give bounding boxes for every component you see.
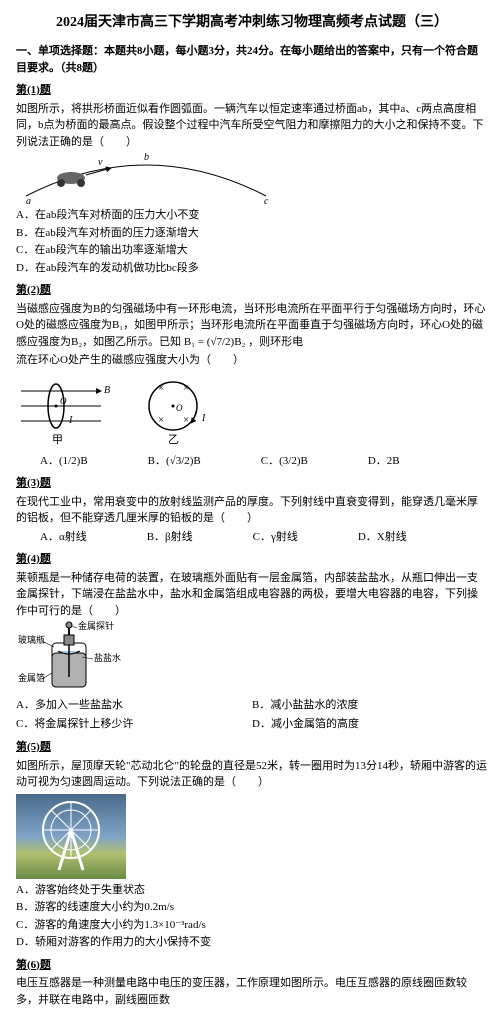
q2-figures: B O I 甲 O × × × × I 乙 — [16, 371, 488, 451]
svg-text:I: I — [68, 415, 73, 426]
svg-text:金属箔: 金属箔 — [18, 672, 45, 683]
svg-text:O: O — [60, 396, 67, 406]
svg-text:c: c — [264, 196, 269, 206]
q2-opt-b: B．(√3/2)B — [148, 453, 201, 470]
q3-opt-d: D．X射线 — [358, 529, 407, 546]
svg-text:玻璃瓶: 玻璃瓶 — [18, 634, 45, 645]
q6-stem: 电压互感器是一种测量电路中电压的变压器，工作原理如图所示。电压互感器的原线圈匝数… — [16, 975, 488, 1008]
svg-text:甲: 甲 — [52, 434, 63, 446]
svg-text:盐盐水: 盐盐水 — [94, 652, 121, 663]
q5-opt-c: C．游客的角速度大小约为1.3×10⁻³rad/s — [16, 917, 488, 934]
section-head: 一、单项选择题：本题共8小题，每小题3分，共24分。在每小题给出的答案中，只有一… — [16, 43, 488, 76]
q2-opt-c: C．(3/2)B — [261, 453, 308, 470]
q1-num: 第(1)题 — [16, 82, 488, 99]
q4-stem: 莱顿瓶是一种储存电荷的装置，在玻璃瓶外面贴有一层金属箔，内部装盐盐水，从瓶口伸出… — [16, 570, 488, 620]
q2-fig-yi: O × × × × I 乙 — [128, 371, 228, 451]
q1-opt-a: A．在ab段汽车对桥面的压力大小不变 — [16, 207, 488, 224]
svg-text:b: b — [144, 152, 149, 163]
q2-options: A．(1/2)B B．(√3/2)B C．(3/2)B D．2B — [40, 453, 488, 470]
q1-opt-c: C．在ab段汽车的输出功率逐渐增大 — [16, 242, 488, 259]
q1-opt-d: D．在ab段汽车的发动机做功比bc段多 — [16, 260, 488, 277]
q1-options: A．在ab段汽车对桥面的压力大小不变 B．在ab段汽车对桥面的压力逐渐增大 C．… — [16, 207, 488, 276]
q3-opt-b: B．β射线 — [147, 529, 193, 546]
q5-opt-b: B．游客的线速度大小约为0.2m/s — [16, 899, 488, 916]
svg-text:v: v — [98, 157, 103, 168]
svg-text:乙: 乙 — [168, 433, 179, 446]
q2-opt-d: D．2B — [368, 453, 400, 470]
svg-text:金属探针: 金属探针 — [78, 621, 114, 631]
q3-opt-a: A．α射线 — [40, 529, 87, 546]
svg-text:B: B — [104, 385, 110, 396]
q2-formula: B₁ = (√7/2)B₂ — [184, 336, 245, 348]
q4-opt-a: A．多加入一些盐盐水 — [16, 697, 252, 714]
q6-num: 第(6)题 — [16, 957, 488, 974]
q4-figure: 玻璃瓶 金属探针 盐盐水 金属箔 — [16, 621, 126, 696]
q5-figure — [16, 794, 126, 879]
q1-opt-b: B．在ab段汽车对桥面的压力逐渐增大 — [16, 225, 488, 242]
q2-fig-jia: B O I 甲 — [16, 371, 116, 451]
svg-text:O: O — [176, 403, 183, 413]
q2-stem3: 流在环心O处产生的磁感应强度大小为（ ） — [16, 352, 488, 369]
q4-options: A．多加入一些盐盐水 B．减小盐盐水的浓度 C．将金属探针上移少许 D．减小金属… — [16, 696, 488, 733]
svg-text:×: × — [183, 414, 189, 426]
q2-stem2: ，则环形电 — [248, 336, 303, 348]
q4-opt-c: C．将金属探针上移少许 — [16, 716, 252, 733]
q4-num: 第(4)题 — [16, 551, 488, 568]
q2-opt-a: A．(1/2)B — [40, 453, 88, 470]
q5-options: A．游客始终处于失重状态 B．游客的线速度大小约为0.2m/s C．游客的角速度… — [16, 882, 488, 951]
q5-opt-a: A．游客始终处于失重状态 — [16, 882, 488, 899]
svg-text:a: a — [26, 196, 31, 206]
q1-stem: 如图所示，将拱形桥面近似看作圆弧面。一辆汽车以恒定速率通过桥面ab，其中a、c两… — [16, 101, 488, 151]
svg-text:×: × — [183, 382, 189, 394]
q5-num: 第(5)题 — [16, 739, 488, 756]
q2-num: 第(2)题 — [16, 282, 488, 299]
svg-text:×: × — [158, 382, 164, 394]
q3-opt-c: C．γ射线 — [253, 529, 298, 546]
svg-text:I: I — [201, 413, 206, 424]
q3-options: A．α射线 B．β射线 C．γ射线 D．X射线 — [40, 529, 488, 546]
q1-figure: a b c v — [16, 152, 276, 206]
q3-num: 第(3)题 — [16, 475, 488, 492]
q5-stem: 如图所示，屋顶摩天轮"芯动北仑"的轮盘的直径是52米，转一圈用时为13分14秒，… — [16, 758, 488, 791]
q2-stem: 当磁感应强度为B的匀强磁场中有一环形电流，当环形电流所在平面平行于匀强磁场方向时… — [16, 301, 488, 351]
page-title: 2024届天津市高三下学期高考冲刺练习物理高频考点试题（三） — [16, 12, 488, 33]
q5-opt-d: D．轿厢对游客的作用力的大小保持不变 — [16, 934, 488, 951]
q3-stem: 在现代工业中，常用衰变中的放射线监测产品的厚度。下列射线中直衰变得到，能穿透几毫… — [16, 494, 488, 527]
q4-opt-d: D．减小金属箔的高度 — [252, 716, 488, 733]
svg-text:×: × — [158, 414, 164, 426]
q4-opt-b: B．减小盐盐水的浓度 — [252, 697, 488, 714]
